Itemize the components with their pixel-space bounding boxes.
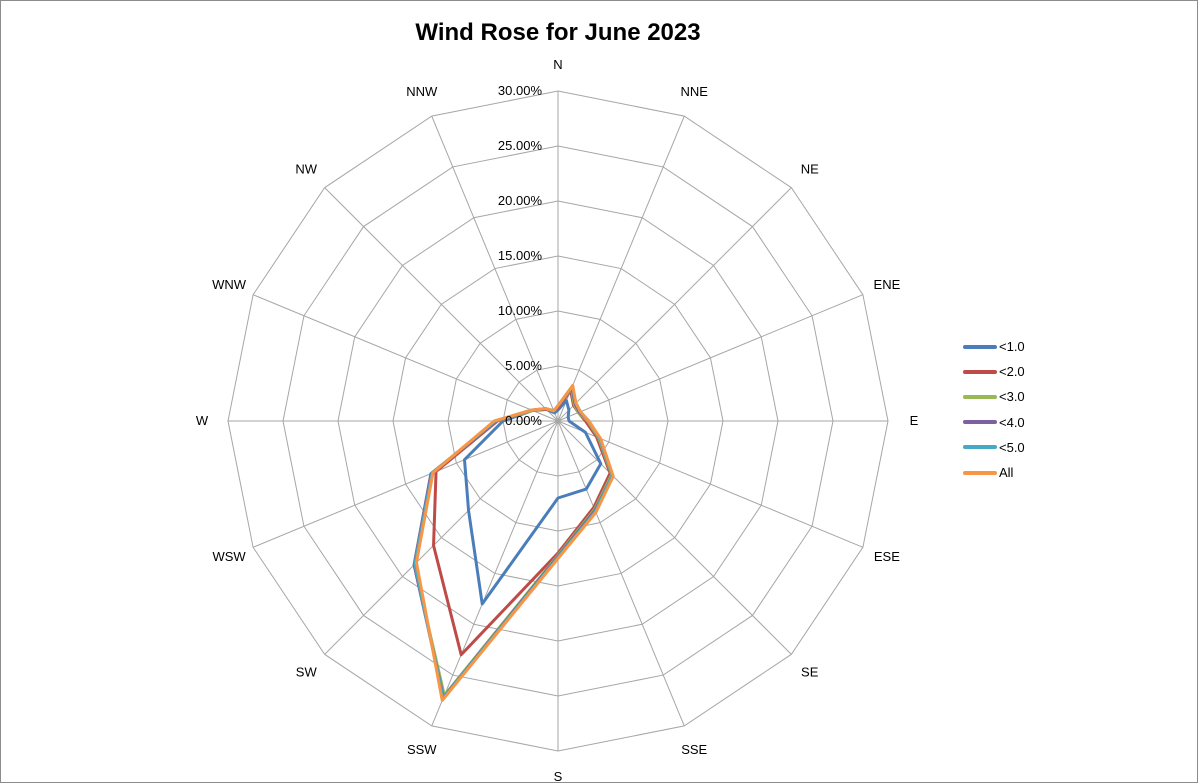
grid-spoke xyxy=(252,294,559,422)
grid-spoke xyxy=(557,187,792,422)
legend-swatch xyxy=(963,394,997,399)
grid-spoke xyxy=(557,420,685,727)
series-line xyxy=(412,385,614,699)
direction-label: WNW xyxy=(212,277,247,292)
direction-label: S xyxy=(554,769,563,782)
legend-swatch xyxy=(963,420,997,425)
radial-tick-label: 30.00% xyxy=(498,83,543,98)
direction-label: SSE xyxy=(681,742,707,757)
legend-swatch xyxy=(963,445,997,450)
legend-label: <3.0 xyxy=(999,389,1025,405)
series-line xyxy=(412,386,614,697)
radial-tick-label: 20.00% xyxy=(498,193,543,208)
grid-spoke xyxy=(431,115,559,422)
radial-tick-label: 10.00% xyxy=(498,303,543,318)
grid-spoke xyxy=(324,420,559,655)
legend-swatch xyxy=(963,369,997,374)
grid-spoke xyxy=(557,420,792,655)
direction-label: N xyxy=(553,57,562,72)
direction-label: SE xyxy=(801,665,819,680)
legend-item: All xyxy=(963,460,1025,485)
grid-spoke xyxy=(557,420,864,548)
legend-item: <1.0 xyxy=(963,334,1025,359)
axis-labels: 0.00% 5.00% 10.00% 15.00% 20.00% 25.00% 30.00%… xyxy=(196,57,919,782)
direction-label: WSW xyxy=(212,549,246,564)
legend-item: <2.0 xyxy=(963,359,1025,384)
legend-item: <5.0 xyxy=(963,435,1025,460)
legend-swatch xyxy=(963,344,997,349)
grid-spoke xyxy=(557,115,685,422)
direction-label: ESE xyxy=(874,549,900,564)
legend-label: <5.0 xyxy=(999,439,1025,455)
direction-label: NE xyxy=(801,161,819,176)
direction-label: E xyxy=(910,413,919,428)
grid-spoke xyxy=(557,294,864,422)
direction-label: SSW xyxy=(407,742,437,757)
direction-label: NW xyxy=(295,161,317,176)
radial-tick-label: 15.00% xyxy=(498,248,543,263)
direction-label: NNE xyxy=(681,84,709,99)
direction-label: W xyxy=(196,413,209,428)
direction-label: NNW xyxy=(406,84,438,99)
direction-label: SW xyxy=(296,665,318,680)
radial-grid xyxy=(227,90,889,752)
radial-tick-label: 5.00% xyxy=(505,358,542,373)
legend-label: <1.0 xyxy=(999,339,1025,355)
radial-tick-label: 25.00% xyxy=(498,138,543,153)
direction-label: ENE xyxy=(874,277,901,292)
series-lines xyxy=(412,383,615,702)
legend: <1.0 <2.0 <3.0 <4.0 <5.0 All xyxy=(963,334,1025,485)
grid-spoke xyxy=(252,420,559,548)
legend-swatch xyxy=(963,470,997,475)
series-line xyxy=(413,384,614,700)
legend-label: All xyxy=(999,465,1014,481)
radial-tick-label: 0.00% xyxy=(505,413,542,428)
series-line xyxy=(414,383,615,702)
legend-item: <4.0 xyxy=(963,410,1025,435)
grid-spoke xyxy=(324,187,559,422)
legend-label: <2.0 xyxy=(999,364,1025,380)
legend-label: <4.0 xyxy=(999,414,1025,430)
legend-item: <3.0 xyxy=(963,384,1025,409)
chart-title: Wind Rose for June 2023 xyxy=(415,19,701,46)
grid-spoke xyxy=(431,420,559,727)
